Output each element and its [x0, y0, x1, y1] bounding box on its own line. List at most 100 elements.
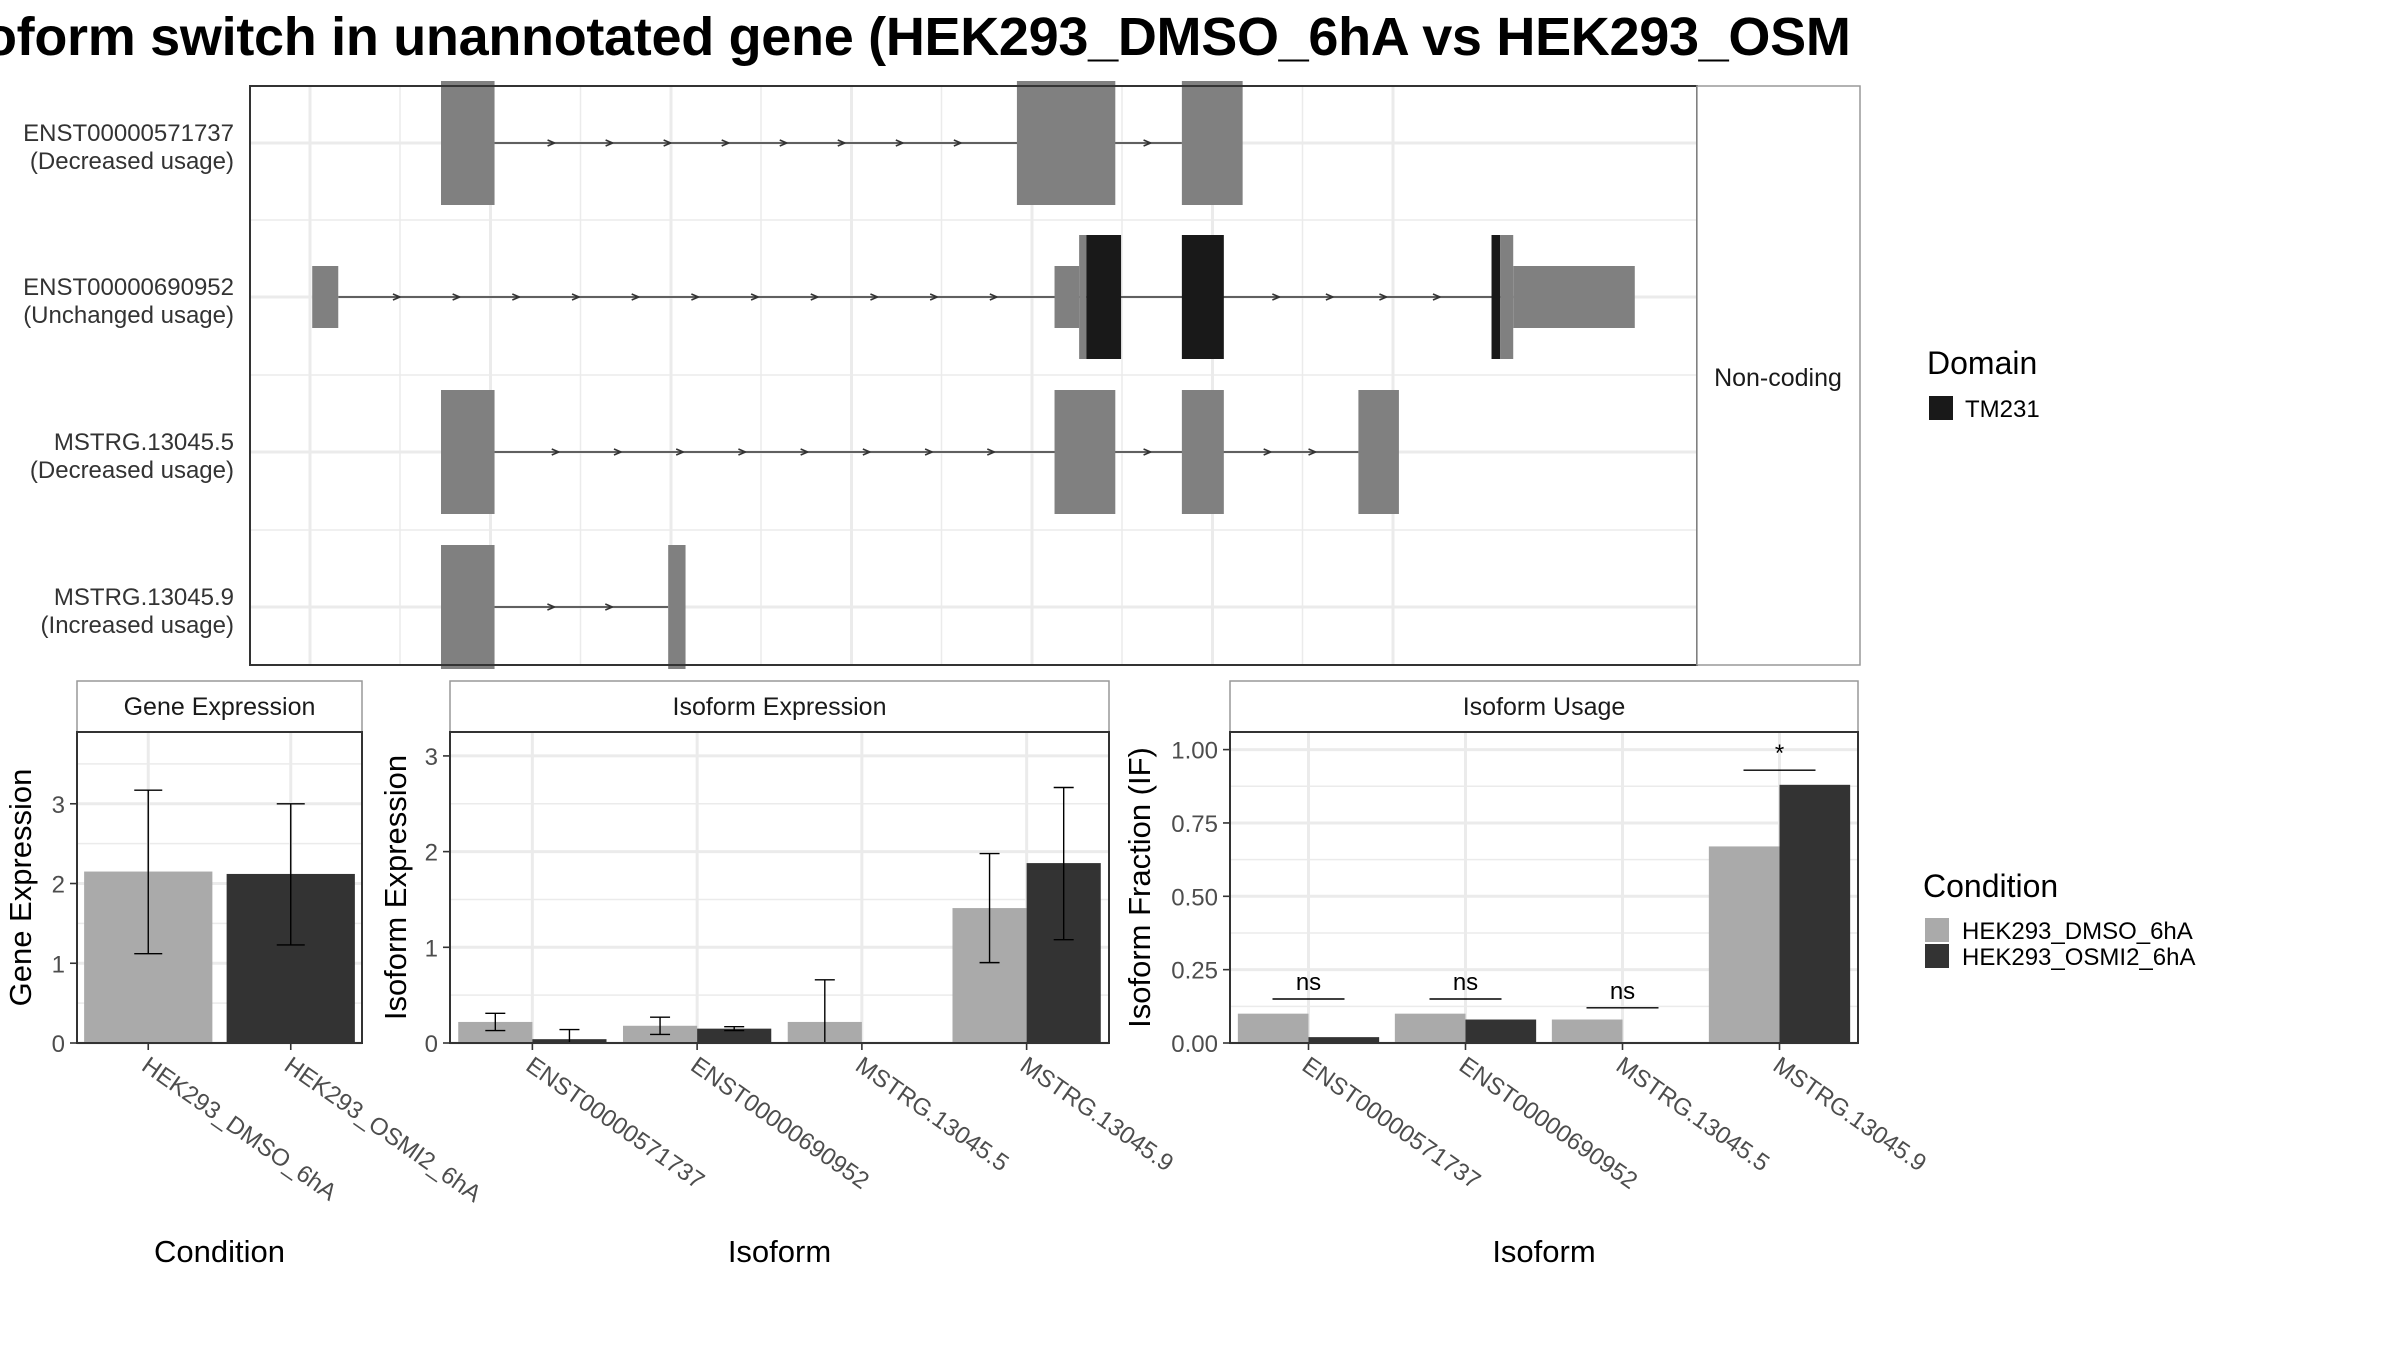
y-tick-label: 3 — [425, 744, 438, 771]
intron-direction-arrow — [750, 293, 761, 301]
condition-legend-label: HEK293_DMSO_6hA — [1962, 918, 2193, 945]
exon-block — [1181, 81, 1243, 205]
y-tick-label: 2 — [52, 872, 65, 899]
intron-direction-arrow — [551, 448, 561, 456]
facet-strip — [1696, 85, 1861, 666]
bar — [1308, 1037, 1380, 1043]
intron-direction-arrow — [631, 293, 641, 301]
x-tick-label: MSTRG.13045.9 — [1015, 1052, 1178, 1177]
y-tick-label: 1 — [52, 951, 65, 978]
intron-direction-arrow — [779, 139, 789, 147]
transcript-id-label: ENST00000571737 — [23, 120, 234, 147]
intron-direction-arrow — [392, 293, 402, 301]
y-axis-title: Isoform Fraction (IF) — [1122, 747, 1157, 1028]
bar — [1465, 1019, 1537, 1043]
exon-block — [1054, 390, 1116, 514]
domain-legend-title: Domain — [1927, 345, 2037, 381]
panel-title: Isoform Expression — [673, 693, 887, 721]
domain-block — [1181, 235, 1224, 359]
intron-direction-arrow — [1272, 293, 1282, 301]
exon-block — [441, 81, 495, 205]
bar — [697, 1028, 772, 1043]
x-axis-title: Isoform — [728, 1234, 831, 1269]
y-tick-label: 0.50 — [1171, 884, 1218, 911]
intron-direction-arrow — [862, 448, 872, 456]
transcript-id-label: MSTRG.13045.9 — [54, 584, 234, 611]
figure-title: oform switch in unannotated gene (HEK293… — [0, 7, 1851, 67]
bar — [1708, 846, 1780, 1043]
domain-legend-label: TM231 — [1965, 396, 2040, 423]
intron-direction-arrow — [721, 139, 731, 147]
x-axis-title: Isoform — [1492, 1234, 1595, 1269]
x-tick-label: ENST00000571737 — [521, 1052, 709, 1195]
x-tick-label: MSTRG.13045.5 — [850, 1052, 1013, 1177]
utr-block — [1513, 266, 1635, 328]
domain-legend-swatch — [1929, 396, 1953, 420]
y-tick-label: 1 — [425, 935, 438, 962]
panel-strip — [76, 680, 363, 733]
domain-block — [1491, 235, 1501, 359]
transcript-usage-label: (Increased usage) — [41, 612, 234, 639]
panel-title: Isoform Usage — [1463, 693, 1626, 721]
intron-direction-arrow — [810, 293, 820, 301]
panel-title: Gene Expression — [124, 693, 316, 721]
exon-block — [1358, 390, 1399, 514]
intron-direction-arrow — [989, 293, 999, 301]
x-axis-title: Condition — [154, 1234, 285, 1269]
utr-block — [1054, 266, 1080, 328]
y-tick-label: 0.25 — [1171, 958, 1218, 985]
y-axis-title: Isoform Expression — [378, 755, 413, 1020]
significance-label: * — [1775, 740, 1784, 767]
exon-block — [668, 545, 686, 669]
transcript-id-label: MSTRG.13045.5 — [54, 429, 234, 456]
bar — [1237, 1013, 1309, 1043]
intron-direction-arrow — [571, 293, 582, 301]
intron-direction-arrow — [691, 293, 701, 301]
intron-direction-arrow — [1263, 448, 1273, 456]
panel-strip — [1229, 680, 1859, 733]
transcript-usage-label: (Unchanged usage) — [23, 302, 234, 329]
transcript-usage-label: (Decreased usage) — [30, 148, 234, 175]
condition-legend-title: Condition — [1923, 868, 2058, 904]
intron-direction-arrow — [738, 448, 748, 456]
utr-block — [312, 266, 339, 328]
condition-legend-swatch — [1925, 918, 1949, 942]
intron-direction-arrow — [986, 448, 997, 456]
bar — [458, 1021, 533, 1043]
condition-legend-swatch — [1925, 944, 1949, 968]
intron-direction-arrow — [1143, 448, 1153, 456]
intron-direction-arrow — [1379, 293, 1389, 301]
x-tick-label: MSTRG.13045.5 — [1611, 1052, 1774, 1177]
y-tick-label: 0.75 — [1171, 811, 1218, 838]
intron-direction-arrow — [1308, 448, 1318, 456]
intron-direction-arrow — [605, 139, 615, 147]
y-tick-label: 3 — [52, 792, 65, 819]
y-tick-label: 2 — [425, 840, 438, 867]
y-axis-title: Gene Expression — [3, 769, 38, 1007]
y-tick-label: 0 — [52, 1031, 65, 1058]
intron-direction-arrow — [1432, 293, 1443, 301]
intron-direction-arrow — [929, 293, 940, 301]
intron-direction-arrow — [613, 448, 624, 456]
transcript-usage-label: (Decreased usage) — [30, 457, 234, 484]
x-tick-label: MSTRG.13045.9 — [1768, 1052, 1931, 1177]
intron-direction-arrow — [895, 139, 905, 147]
exon-block — [441, 545, 495, 669]
intron-direction-arrow — [604, 603, 615, 611]
x-tick-label: ENST00000690952 — [686, 1052, 874, 1195]
intron-direction-arrow — [512, 293, 522, 301]
intron-direction-arrow — [924, 448, 935, 456]
panel-strip — [449, 680, 1110, 733]
intron-direction-arrow — [953, 139, 963, 147]
significance-label: ns — [1453, 969, 1478, 996]
exon-block — [1079, 235, 1087, 359]
y-tick-label: 0 — [425, 1031, 438, 1058]
domain-block — [1086, 235, 1122, 359]
intron-direction-arrow — [1143, 139, 1153, 147]
facet-strip-label: Non-coding — [1714, 364, 1842, 392]
panel-border — [449, 731, 1110, 1044]
intron-direction-arrow — [675, 448, 686, 456]
intron-direction-arrow — [547, 139, 557, 147]
exon-block — [441, 390, 495, 514]
